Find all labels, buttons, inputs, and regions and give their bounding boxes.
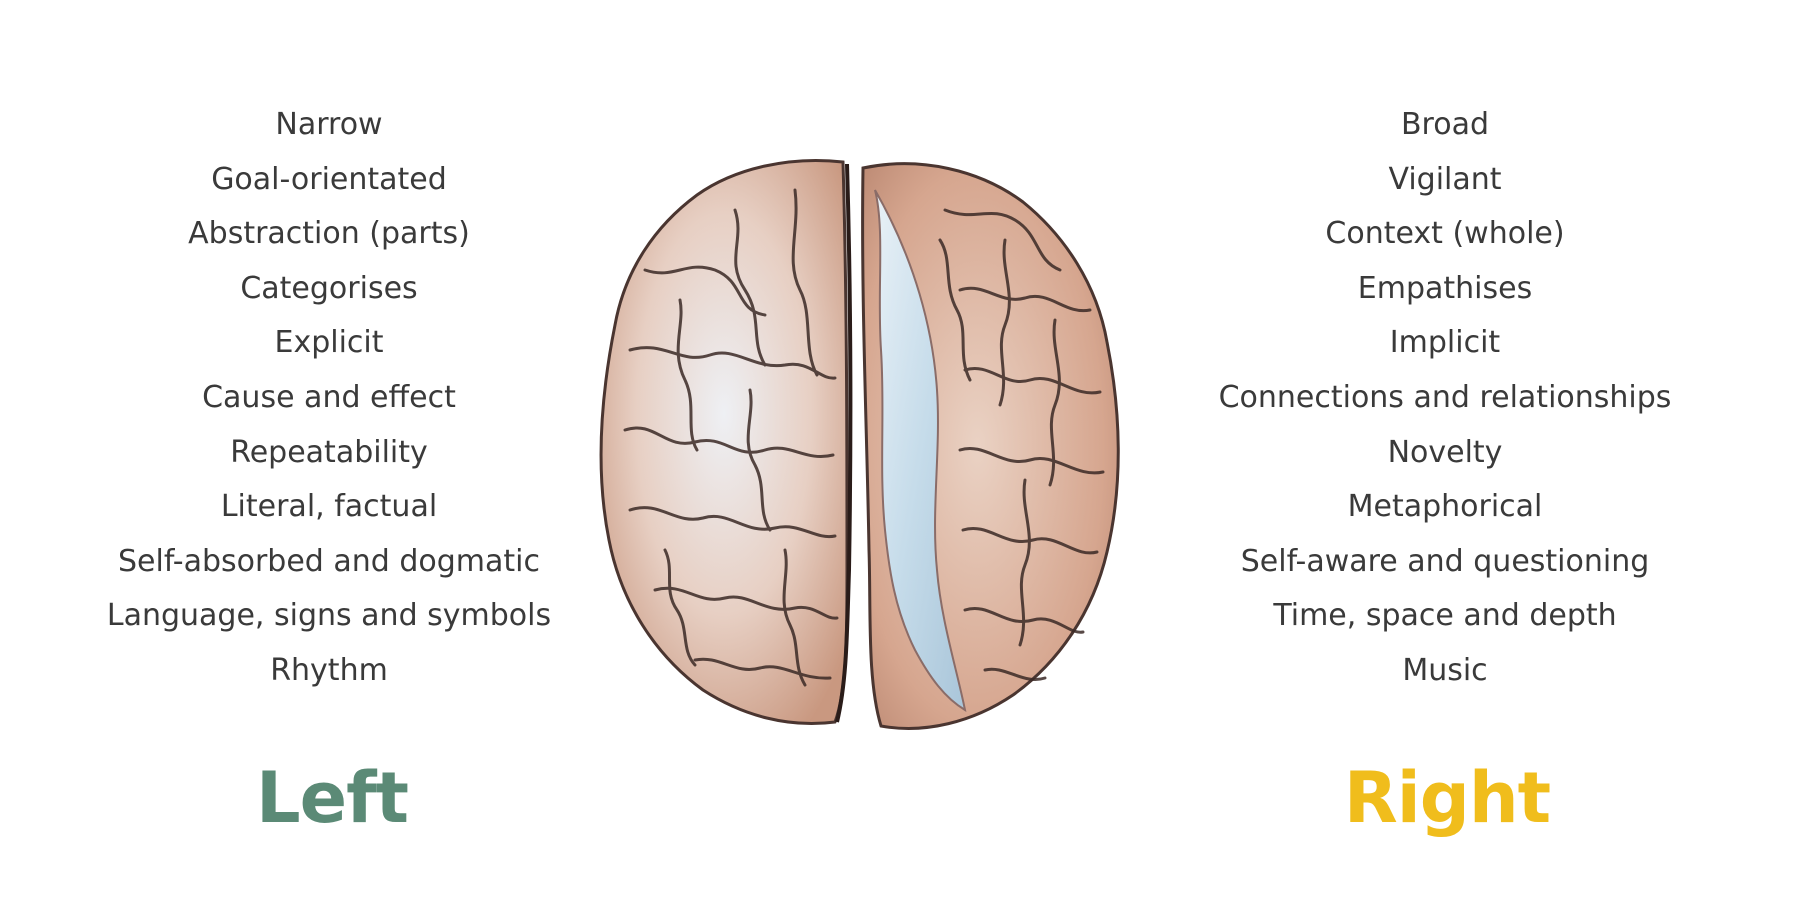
right-trait: Implicit — [1389, 325, 1501, 361]
left-trait: Abstraction (parts) — [188, 216, 470, 252]
right-trait: Metaphorical — [1347, 489, 1543, 525]
medial-surface — [874, 189, 967, 713]
right-trait: Time, space and depth — [1273, 598, 1617, 634]
right-trait: Novelty — [1387, 434, 1503, 470]
right-trait: Music — [1402, 652, 1488, 688]
brain-illustration — [585, 150, 1145, 740]
left-trait: Narrow — [275, 107, 383, 142]
right-trait: Connections and relationships — [1218, 379, 1672, 415]
left-trait: Literal, factual — [220, 489, 438, 525]
left-trait: Categorises — [240, 270, 418, 306]
left-trait: Cause and effect — [202, 379, 456, 415]
right-hemisphere-traits: Broad Vigilant Context (whole) Empathise… — [1165, 98, 1725, 699]
right-trait: Empathises — [1357, 270, 1533, 306]
left-trait: Rhythm — [270, 652, 388, 688]
left-trait: Language, signs and symbols — [106, 598, 552, 634]
longitudinal-fissure — [835, 163, 853, 723]
right-trait: Self-aware and questioning — [1240, 543, 1650, 579]
right-heading: Right — [1343, 757, 1551, 839]
right-trait: Vigilant — [1388, 161, 1502, 197]
left-trait: Explicit — [274, 325, 384, 361]
left-trait: Repeatability — [230, 434, 428, 470]
left-trait: Self-absorbed and dogmatic — [117, 543, 541, 579]
left-hemisphere — [599, 158, 849, 726]
right-trait: Broad — [1400, 107, 1490, 142]
left-trait: Goal-orientated — [211, 161, 447, 197]
left-heading: Left — [256, 757, 409, 839]
left-hemisphere-traits: Narrow Goal-orientated Abstraction (part… — [49, 98, 609, 699]
right-trait: Context (whole) — [1325, 216, 1565, 252]
